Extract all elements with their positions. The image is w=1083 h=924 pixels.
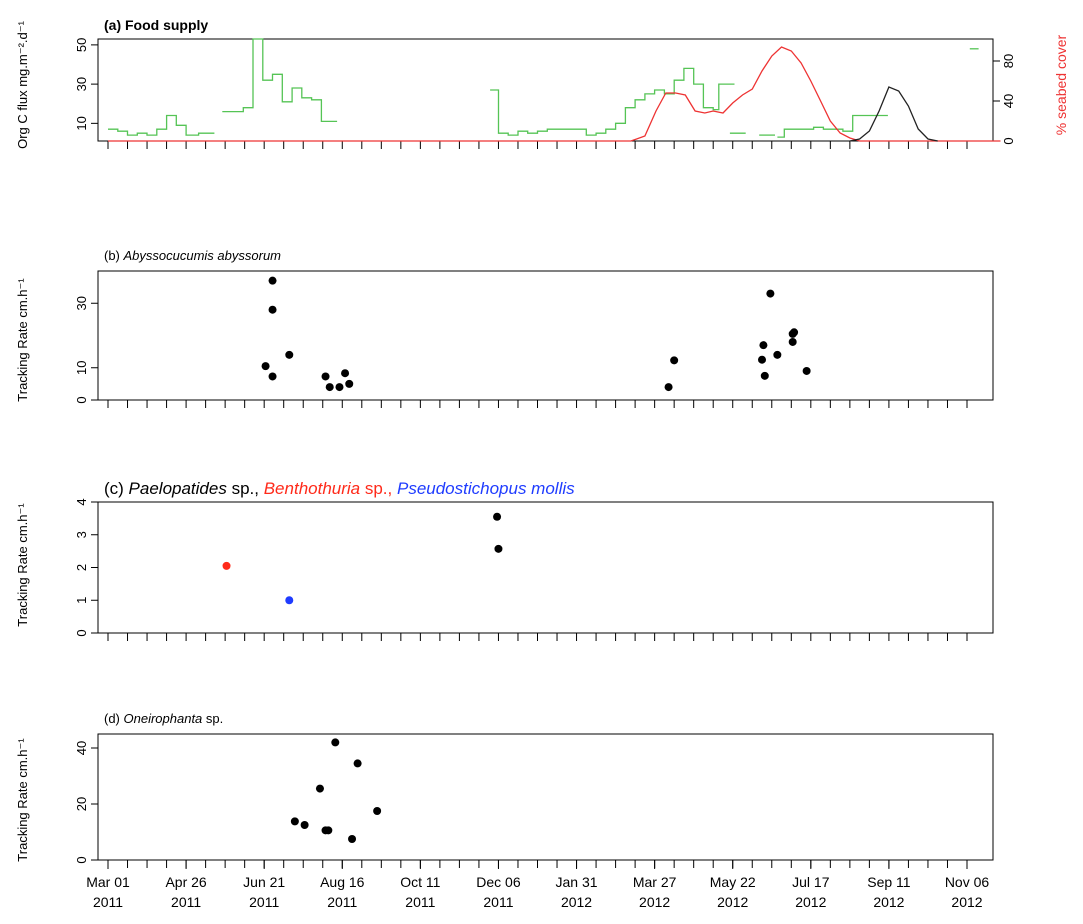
x-tick-label: May 22 bbox=[710, 874, 756, 890]
panel-title-c: (c) Paelopatides sp., Benthothuria sp., … bbox=[104, 479, 575, 498]
series-line-0-0 bbox=[108, 114, 215, 136]
y-tick-label: 0 bbox=[74, 396, 89, 403]
panel-b: (b) Abyssocucumis abyssorum 0 10 30 Tracking… bbox=[15, 248, 994, 408]
y-tick-label: 10 bbox=[74, 361, 89, 375]
data-point bbox=[773, 350, 782, 359]
x-tick-label: Jan 31 bbox=[556, 874, 598, 890]
data-point bbox=[788, 337, 797, 346]
y-tick-label: 3 bbox=[74, 531, 89, 538]
y-axis-title-a: Org C flux mg.m⁻².d⁻¹ bbox=[15, 20, 30, 149]
data-point bbox=[290, 817, 299, 826]
data-point bbox=[315, 784, 324, 793]
x-tick-label: Oct 11 bbox=[400, 874, 440, 890]
x-tick-label: Apr 26 bbox=[165, 874, 206, 890]
y-right-tick-label: 80 bbox=[1001, 54, 1016, 68]
y-right-tick-label: 40 bbox=[1001, 94, 1016, 108]
panel-title-d: (d) Oneirophanta sp. bbox=[104, 711, 223, 726]
data-point bbox=[664, 383, 673, 392]
series-line-1-3 bbox=[777, 114, 888, 138]
panel-d: (d) Oneirophanta sp. 0 20 40 Tracking Rate c… bbox=[15, 711, 994, 868]
y-axis-title-b: Tracking Rate cm.h⁻¹ bbox=[15, 278, 30, 402]
x-tick-label: Jun 21 bbox=[243, 874, 285, 890]
data-point bbox=[285, 350, 294, 359]
y-tick-label: 40 bbox=[74, 741, 89, 755]
y-tick-label: 10 bbox=[74, 116, 89, 130]
data-point bbox=[790, 328, 799, 337]
data-point bbox=[261, 362, 270, 371]
y-tick-label: 1 bbox=[74, 597, 89, 604]
data-point bbox=[373, 807, 382, 815]
series-line-3-0 bbox=[849, 86, 938, 142]
y-tick-label: 2 bbox=[74, 564, 89, 571]
data-point bbox=[348, 835, 357, 843]
y-axis-title-d: Tracking Rate cm.h⁻¹ bbox=[15, 738, 30, 862]
plot-frame-c bbox=[97, 501, 994, 634]
data-point bbox=[341, 369, 350, 378]
data-point bbox=[321, 372, 330, 381]
x-tick-label-year: 2012 bbox=[873, 894, 904, 910]
x-tick-label-year: 2012 bbox=[561, 894, 592, 910]
data-point bbox=[268, 372, 277, 381]
x-tick-label-year: 2011 bbox=[405, 894, 435, 910]
data-point bbox=[222, 561, 231, 570]
y-axis-title-c: Tracking Rate cm.h⁻¹ bbox=[15, 503, 30, 627]
x-tick-label: Sep 11 bbox=[867, 874, 911, 890]
y-tick-label: 20 bbox=[74, 797, 89, 811]
y-right-axis-title: % seabed cover bbox=[1053, 34, 1069, 135]
data-point bbox=[335, 383, 344, 392]
x-tick-label-year: 2012 bbox=[639, 894, 670, 910]
data-point bbox=[759, 341, 768, 350]
x-tick-label-year: 2012 bbox=[717, 894, 748, 910]
data-point bbox=[268, 276, 277, 285]
series-line-1-0 bbox=[490, 67, 735, 136]
y-tick-label: 30 bbox=[74, 296, 89, 310]
data-point bbox=[331, 738, 340, 747]
x-tick-label: Jul 17 bbox=[792, 874, 830, 890]
data-point bbox=[494, 544, 503, 553]
panel-title-b: (b) Abyssocucumis abyssorum bbox=[104, 248, 281, 263]
data-point bbox=[353, 759, 362, 768]
data-point bbox=[268, 305, 277, 314]
x-tick-label-year: 2011 bbox=[483, 894, 513, 910]
y-tick-label: 0 bbox=[74, 629, 89, 636]
data-point bbox=[760, 371, 769, 380]
data-point bbox=[345, 379, 354, 388]
data-point bbox=[758, 355, 767, 364]
x-tick-label-year: 2011 bbox=[171, 894, 201, 910]
data-point bbox=[300, 821, 309, 829]
data-point bbox=[670, 356, 679, 365]
data-point bbox=[324, 826, 333, 835]
panel-c: (c) Paelopatides sp., Benthothuria sp., … bbox=[15, 479, 994, 641]
x-tick-label: Nov 06 bbox=[945, 874, 990, 890]
y-tick-label: 50 bbox=[74, 38, 89, 52]
data-point bbox=[325, 383, 334, 392]
data-point bbox=[766, 289, 775, 298]
x-tick-label-year: 2011 bbox=[327, 894, 357, 910]
x-tick-label-year: 2011 bbox=[93, 894, 123, 910]
y-tick-label: 4 bbox=[74, 498, 89, 505]
data-point bbox=[802, 366, 811, 375]
plot-frame-a bbox=[97, 38, 994, 142]
x-tick-label: Aug 16 bbox=[320, 874, 365, 890]
y-right-tick-label: 0 bbox=[1001, 137, 1016, 144]
y-tick-label: 0 bbox=[74, 856, 89, 863]
x-tick-label: Mar 01 bbox=[86, 874, 130, 890]
x-tick-label-year: 2012 bbox=[795, 894, 826, 910]
plot-frame-d bbox=[97, 733, 994, 861]
series-line-0-1 bbox=[222, 38, 338, 123]
series-line-2-0 bbox=[108, 46, 1001, 142]
x-tick-label-year: 2011 bbox=[249, 894, 279, 910]
x-tick-label-year: 2012 bbox=[951, 894, 982, 910]
x-tick-label: Mar 27 bbox=[633, 874, 677, 890]
data-point bbox=[493, 512, 502, 521]
panel-a: (a) Food supply 10 30 50 Org C flux mg.m⁻².d… bbox=[15, 17, 1069, 149]
y-tick-label: 30 bbox=[74, 77, 89, 91]
plot-frame-b bbox=[97, 270, 994, 401]
x-tick-label: Dec 06 bbox=[476, 874, 521, 890]
panel-title-a: (a) Food supply bbox=[104, 17, 208, 33]
data-point bbox=[285, 596, 294, 605]
